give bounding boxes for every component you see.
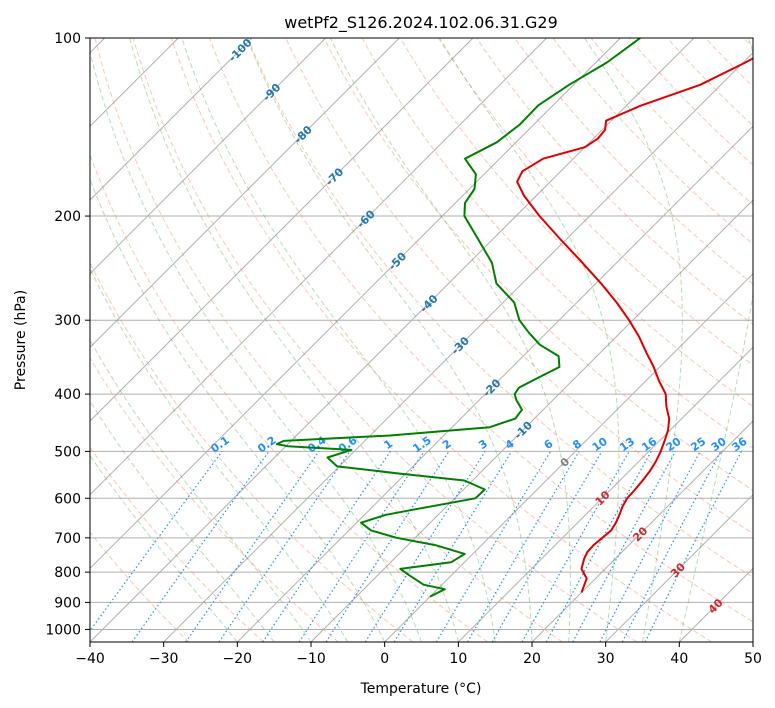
mixing-ratio-line (521, 451, 630, 642)
moist-adiabat-line (90, 400, 275, 642)
isotherm-line (90, 38, 621, 570)
isotherm-line (90, 38, 400, 349)
moist-adiabat-line (181, 38, 496, 642)
x-tick-label: 40 (670, 651, 688, 667)
y-axis-title: Pressure (hPa) (13, 290, 29, 390)
dry-adiabat-line (90, 531, 190, 642)
dry-adiabat-line (399, 38, 753, 408)
isotherm-line (163, 51, 753, 642)
isotherm-line (90, 38, 695, 642)
moist-adiabat-line (246, 38, 533, 642)
mixing-ratio-line (491, 451, 603, 642)
y-tick-label: 900 (54, 595, 81, 611)
y-tick-label: 700 (54, 531, 81, 547)
x-tick-label: 20 (523, 651, 541, 667)
x-axis-title: Temperature (°C) (360, 681, 482, 697)
moist-adiabat-line (129, 38, 459, 642)
background-lines (90, 38, 753, 642)
mixing-ratio-line (435, 451, 552, 642)
isotherm-line (90, 38, 474, 422)
mixing-ratio-line (364, 451, 486, 642)
mixing-ratio-line (218, 451, 351, 642)
dry-adiabat-line (590, 38, 753, 206)
x-tick-label: 30 (597, 651, 615, 667)
dry-adiabat-line (247, 38, 753, 578)
x-tick-label: −10 (296, 651, 326, 667)
mixing-ratio-line (466, 451, 580, 642)
isotherm-line (457, 346, 753, 642)
y-tick-label: 100 (54, 31, 81, 47)
isotherm-line (531, 420, 753, 642)
mixing-ratio-line (572, 451, 677, 642)
x-tick-label: 50 (744, 651, 762, 667)
moist-adiabat-line (439, 38, 620, 642)
x-tick-label: −30 (149, 651, 179, 667)
isotherm-line (90, 38, 253, 201)
mixing-ratio-line (545, 451, 652, 642)
mixing-ratio-line (131, 451, 270, 642)
mixing-ratio-line (393, 451, 513, 642)
isotherm-line (90, 38, 327, 275)
moist-adiabat-line (584, 38, 683, 642)
y-tick-label: 800 (54, 565, 81, 581)
isotherm-line (605, 493, 753, 642)
isotherm-line (236, 125, 753, 642)
dry-adiabat-line (285, 38, 753, 535)
dry-adiabat-line (323, 38, 753, 492)
y-axis: 100 200 300 400 500 600 700 800 900 1000 (45, 31, 90, 638)
moist-adiabat-line (90, 267, 349, 642)
x-tick-label: 10 (449, 651, 467, 667)
dry-adiabat-line (437, 38, 753, 366)
mixing-ratio-line (325, 451, 450, 642)
moist-adiabat-line (90, 178, 386, 642)
chart-title: wetPf2_S126.2024.102.06.31.G29 (284, 13, 558, 33)
x-tick-label: 0 (380, 651, 389, 667)
moist-adiabat-line (90, 49, 422, 642)
x-tick-label: −40 (75, 651, 105, 667)
dry-adiabat-line (90, 357, 339, 642)
dry-adiabat-line (209, 38, 753, 623)
dry-adiabat-line (90, 261, 414, 642)
y-tick-label: 500 (54, 444, 81, 460)
plot-frame (89, 37, 754, 643)
dry-adiabat-line (476, 38, 753, 326)
y-tick-label: 400 (54, 387, 81, 403)
profiles (275, 38, 753, 598)
dry-adiabat-line (361, 38, 753, 449)
temperature-profile (516, 57, 753, 593)
x-axis: −40 −30 −20 −10 0 10 20 30 40 50 (75, 642, 762, 667)
dewpoint-profile (275, 38, 641, 598)
dry-adiabat-line (552, 38, 753, 245)
moist-adiabat-line (90, 454, 238, 642)
mixing-ratio-line (90, 451, 223, 632)
y-tick-label: 200 (54, 209, 81, 225)
y-tick-label: 600 (54, 491, 81, 507)
isotherm-line (90, 38, 548, 496)
moist-adiabat-line (329, 38, 571, 642)
y-tick-label: 1000 (45, 622, 81, 638)
y-tick-label: 300 (54, 313, 81, 329)
dry-adiabat-line (132, 38, 638, 642)
dry-adiabat-line (90, 153, 488, 642)
x-tick-label: −20 (223, 651, 253, 667)
dry-adiabat-line (94, 38, 563, 642)
isotherm-line (384, 272, 753, 642)
dry-adiabat-line (170, 38, 712, 642)
